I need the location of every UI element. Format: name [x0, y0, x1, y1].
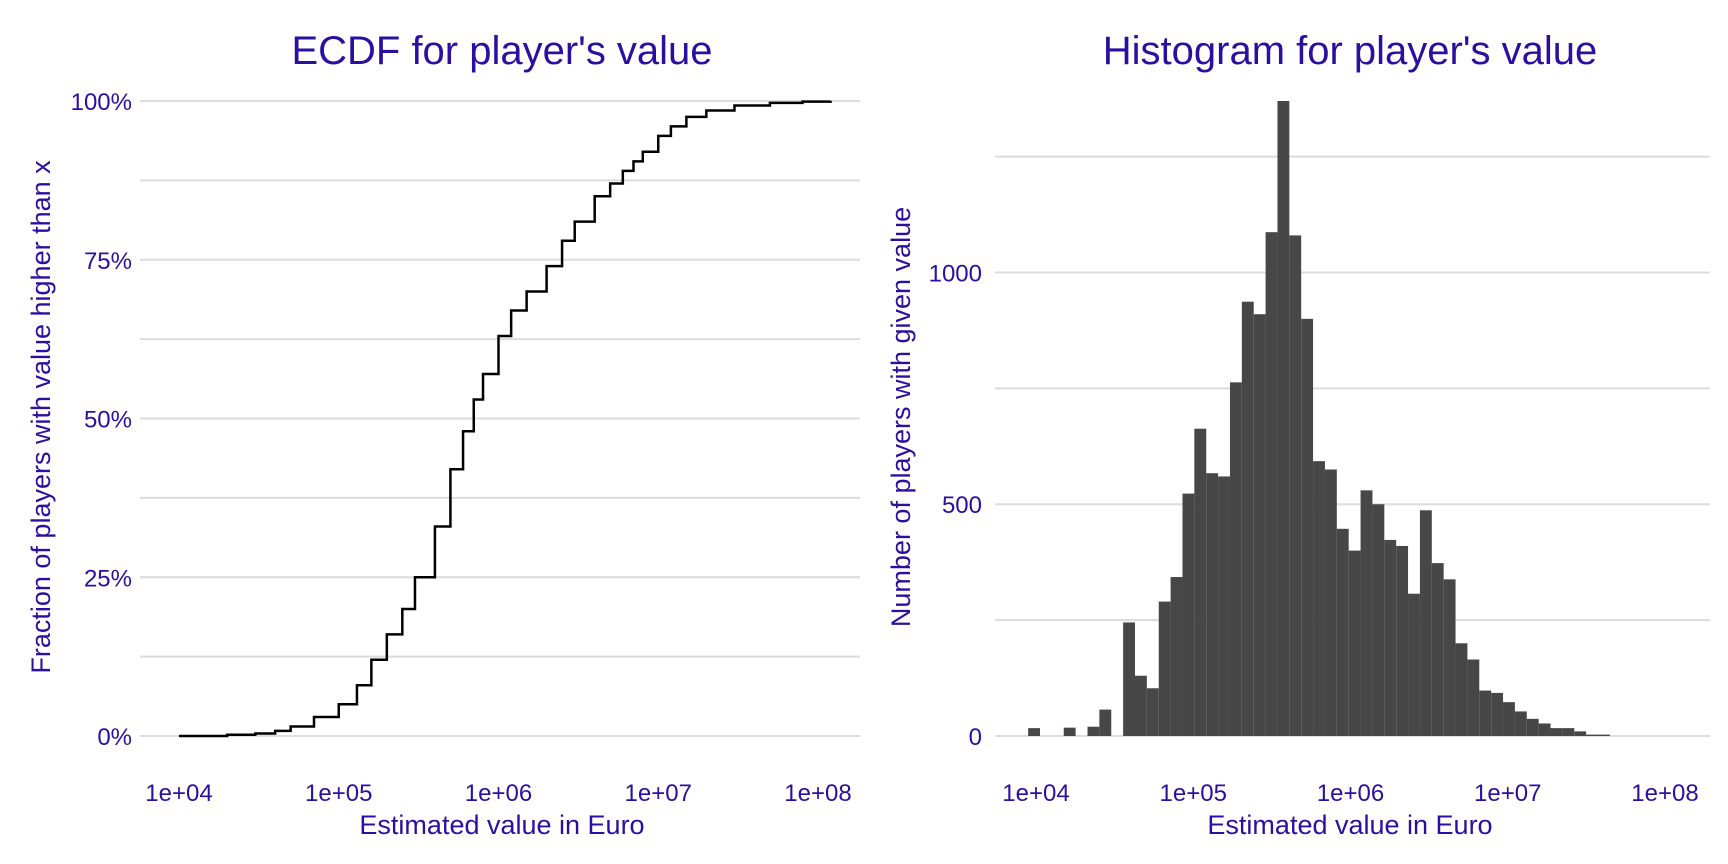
histogram-bar — [1182, 494, 1194, 736]
histogram-bar — [1171, 577, 1183, 736]
histogram-x-tick-label: 1e+04 — [1002, 780, 1069, 807]
histogram-y-tick-label: 1000 — [929, 260, 982, 287]
histogram-bar — [1242, 302, 1254, 736]
histogram-bar — [1515, 711, 1527, 736]
histogram-bar — [1384, 540, 1396, 736]
histogram-bar — [1218, 476, 1230, 736]
histogram-y-axis-label: Number of players with given value — [886, 207, 916, 627]
histogram-bar — [1396, 546, 1408, 736]
histogram-bar — [1586, 735, 1598, 736]
histogram-bar — [1361, 490, 1373, 736]
ecdf-y-tick-label: 75% — [84, 248, 132, 275]
histogram-x-tick-label: 1e+06 — [1317, 780, 1384, 807]
ecdf-y-tick-label: 50% — [84, 407, 132, 434]
ecdf-panel: ECDF for player's value 0%25%50%75%100% … — [26, 29, 860, 840]
histogram-y-tick-labels: 0 500 1000 — [929, 260, 982, 751]
ecdf-x-axis-label: Estimated value in Euro — [359, 810, 644, 840]
histogram-bar — [1230, 382, 1242, 736]
histogram-x-axis-label: Estimated value in Euro — [1207, 810, 1492, 840]
histogram-bar — [1028, 728, 1040, 736]
histogram-bar — [1598, 735, 1610, 736]
histogram-bar — [1289, 235, 1301, 736]
histogram-bar — [1444, 579, 1456, 736]
ecdf-y-axis-label: Fraction of players with value higher th… — [26, 160, 56, 674]
histogram-x-tick-label: 1e+07 — [1474, 780, 1541, 807]
histogram-bar — [1456, 643, 1468, 736]
histogram-bar — [1467, 660, 1479, 736]
histogram-bar — [1087, 727, 1099, 736]
ecdf-x-tick-label: 1e+08 — [784, 780, 851, 807]
histogram-bar — [1277, 101, 1289, 736]
histogram-bar — [1206, 473, 1218, 736]
histogram-bar — [1313, 461, 1325, 736]
histogram-bar — [1301, 319, 1313, 736]
histogram-bar — [1420, 510, 1432, 736]
histogram-bar — [1539, 723, 1551, 736]
histogram-bar — [1491, 693, 1503, 736]
histogram-x-tick-label: 1e+05 — [1160, 780, 1227, 807]
histogram-y-tick-label: 500 — [942, 492, 982, 519]
histogram-bar — [1551, 728, 1563, 736]
histogram-bar — [1266, 232, 1278, 736]
histogram-bar — [1574, 731, 1586, 736]
histogram-title: Histogram for player's value — [1103, 29, 1598, 73]
ecdf-gridlines — [140, 101, 860, 736]
histogram-bar — [1349, 551, 1361, 736]
ecdf-y-tick-label: 0% — [97, 724, 132, 751]
ecdf-x-tick-labels: 1e+04 1e+05 1e+06 1e+07 1e+08 — [145, 780, 851, 807]
histogram-bar — [1194, 429, 1206, 736]
histogram-bar — [1372, 504, 1384, 736]
histogram-bar — [1527, 719, 1539, 736]
histogram-panel: Histogram for player's value 0 500 1000 1e… — [886, 29, 1710, 840]
histogram-bar — [1503, 702, 1515, 736]
histogram-bar — [1432, 563, 1444, 736]
histogram-bar — [1147, 688, 1159, 736]
ecdf-x-tick-label: 1e+06 — [465, 780, 532, 807]
histogram-bar — [1479, 691, 1491, 736]
histogram-x-tick-label: 1e+08 — [1631, 780, 1698, 807]
ecdf-y-tick-label: 100% — [71, 89, 132, 116]
histogram-bar — [1408, 594, 1420, 736]
histogram-bar — [1123, 622, 1135, 736]
histogram-bar — [1337, 529, 1349, 736]
ecdf-title: ECDF for player's value — [291, 29, 712, 73]
ecdf-x-tick-label: 1e+04 — [145, 780, 212, 807]
histogram-bar — [1325, 469, 1337, 736]
ecdf-y-tick-labels: 0% 25% 50% 75% 100% — [71, 89, 132, 751]
ecdf-y-tick-label: 25% — [84, 565, 132, 592]
histogram-bar — [1254, 314, 1266, 736]
ecdf-x-tick-label: 1e+05 — [305, 780, 372, 807]
histogram-bar — [1135, 676, 1147, 736]
histogram-bar — [1562, 728, 1574, 736]
histogram-y-tick-label: 0 — [969, 724, 982, 751]
ecdf-x-tick-label: 1e+07 — [625, 780, 692, 807]
histogram-x-tick-labels: 1e+04 1e+05 1e+06 1e+07 1e+08 — [1002, 780, 1698, 807]
histogram-bar — [1159, 602, 1171, 736]
histogram-bar — [1099, 710, 1111, 736]
histogram-bar — [1064, 728, 1076, 736]
histogram-bar-group — [1028, 101, 1610, 736]
